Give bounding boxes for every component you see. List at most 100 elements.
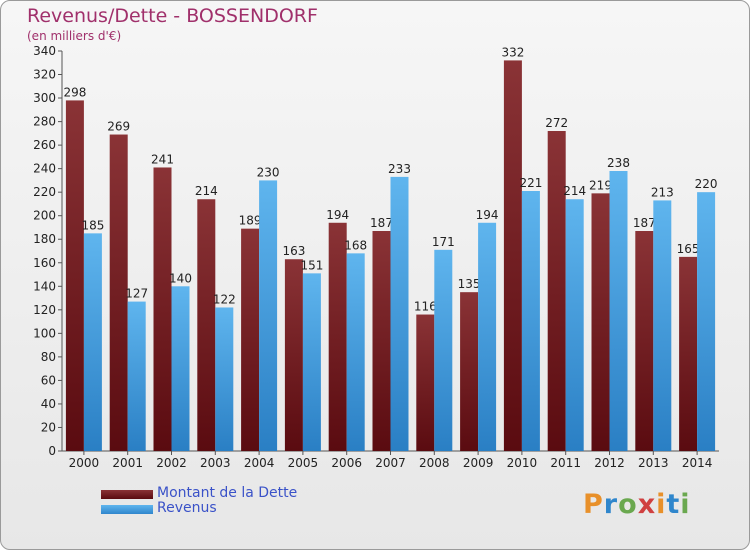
y-tick-label: 340 [33,44,56,58]
bar-dette [109,134,128,451]
x-tick-label: 2003 [200,456,231,470]
proxiti-logo: Proxiti [583,489,691,520]
bar-revenus [478,222,497,451]
bar-revenus [302,273,321,451]
bar-revenus [171,286,190,451]
x-tick-label: 2008 [419,456,450,470]
bar-revenus [521,191,540,451]
bar-dette [635,231,654,451]
bar-dette [372,231,391,451]
data-label-dette: 219 [589,178,612,192]
bar-revenus [434,249,453,451]
y-tick-label: 140 [33,279,56,293]
data-label-dette: 241 [151,152,174,166]
bar-revenus [259,180,278,452]
x-tick-label: 2012 [594,456,625,470]
y-tick-label: 80 [41,350,56,364]
data-label-dette: 116 [414,300,437,314]
data-label-dette: 269 [107,120,130,134]
x-tick-label: 2009 [463,456,494,470]
data-label-revenus: 238 [607,156,630,170]
y-tick-label: 200 [33,209,56,223]
data-label-revenus: 194 [476,208,499,222]
legend-label-revenus: Revenus [157,500,217,516]
data-label-dette: 163 [282,244,305,258]
bar-revenus [565,199,584,451]
data-label-revenus: 213 [651,185,674,199]
bar-dette [547,131,566,451]
y-tick-label: 160 [33,256,56,270]
bar-dette [328,222,347,451]
bar-dette [153,167,172,451]
x-tick-label: 2013 [638,456,669,470]
chart-title: Revenus/Dette - BOSSENDORF [27,5,318,27]
y-tick-label: 300 [33,91,56,105]
data-label-dette: 214 [195,184,218,198]
x-tick-label: 2000 [69,456,100,470]
legend-swatch-dette [101,490,153,499]
y-tick-label: 280 [33,115,56,129]
bar-revenus [215,307,234,451]
data-label-dette: 332 [501,45,524,59]
x-tick-label: 2007 [375,456,406,470]
bar-revenus [390,176,409,451]
data-label-dette: 187 [633,216,656,230]
bar-revenus [653,200,672,451]
data-label-dette: 298 [63,85,86,99]
data-label-revenus: 151 [300,258,323,272]
bar-revenus [346,253,365,451]
data-label-revenus: 168 [344,238,367,252]
x-tick-label: 2011 [550,456,581,470]
data-label-revenus: 220 [695,177,718,191]
y-tick-label: 20 [41,420,56,434]
bar-dette [65,100,84,451]
data-label-dette: 194 [326,208,349,222]
data-label-dette: 135 [458,277,481,291]
bar-dette [591,193,610,451]
x-tick-label: 2006 [331,456,362,470]
bar-dette [416,314,435,451]
bar-revenus [83,233,102,451]
data-label-dette: 272 [545,116,568,130]
bar-dette [197,199,216,451]
bar-dette [460,292,479,451]
x-tick-label: 2014 [682,456,713,470]
y-tick-label: 260 [33,138,56,152]
data-label-dette: 165 [677,242,700,256]
y-tick-label: 320 [33,68,56,82]
y-tick-label: 60 [41,373,56,387]
y-tick-label: 240 [33,162,56,176]
x-tick-label: 2002 [156,456,187,470]
y-tick-label: 120 [33,303,56,317]
bar-revenus [127,301,146,451]
y-tick-label: 100 [33,326,56,340]
x-tick-label: 2004 [244,456,275,470]
x-tick-label: 2010 [507,456,538,470]
data-label-revenus: 122 [213,292,236,306]
bar-revenus [697,192,716,452]
data-label-revenus: 140 [169,271,192,285]
x-tick-label: 2005 [288,456,319,470]
legend-swatch-revenus [101,505,153,514]
data-label-revenus: 185 [81,218,104,232]
bar-dette [241,228,260,451]
y-tick-label: 0 [48,444,56,458]
bar-dette [284,259,303,451]
x-tick-label: 2001 [112,456,143,470]
bar-dette [503,60,522,451]
data-label-revenus: 230 [257,165,280,179]
data-label-revenus: 214 [563,184,586,198]
y-tick-label: 40 [41,397,56,411]
bar-revenus [609,171,628,451]
data-label-dette: 189 [239,214,262,228]
legend-label-dette: Montant de la Dette [157,485,298,501]
data-label-revenus: 171 [432,235,455,249]
data-label-revenus: 127 [125,287,148,301]
data-label-dette: 187 [370,216,393,230]
data-label-revenus: 221 [519,176,542,190]
bar-dette [679,256,698,451]
y-tick-label: 180 [33,232,56,246]
chart-subtitle: (en milliers d'€) [27,29,122,43]
